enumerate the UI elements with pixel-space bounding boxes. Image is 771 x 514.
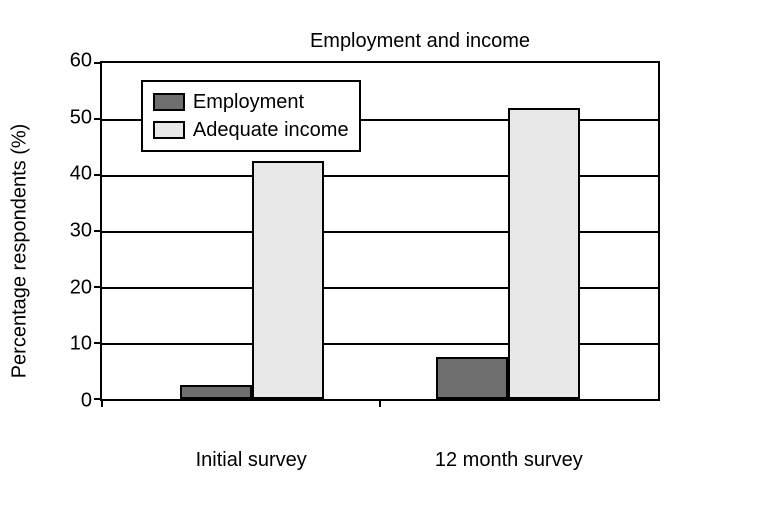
y-tick-label: 0 (81, 390, 92, 413)
x-tick-mark (379, 399, 381, 407)
y-tick-label: 60 (70, 50, 92, 73)
x-tick-mark (101, 399, 103, 407)
bar (252, 161, 324, 399)
bar (436, 357, 508, 399)
y-tick-mark (94, 62, 102, 64)
bar (508, 108, 580, 399)
legend-swatch (153, 121, 185, 139)
y-tick-label: 50 (70, 106, 92, 129)
legend-item: Adequate income (153, 116, 349, 144)
plot-area: EmploymentAdequate income (100, 61, 660, 401)
y-tick-mark (94, 174, 102, 176)
y-axis: 0102030405060 (50, 61, 100, 401)
y-tick-mark (94, 118, 102, 120)
y-tick-mark (94, 286, 102, 288)
y-axis-label: Percentage respondents (%) (9, 124, 32, 379)
legend: EmploymentAdequate income (141, 80, 361, 152)
legend-swatch (153, 93, 185, 111)
legend-label: Employment (193, 88, 304, 116)
y-tick-mark (94, 342, 102, 344)
y-tick-label: 10 (70, 333, 92, 356)
plot-wrapper: Percentage respondents (%) 0102030405060… (50, 61, 730, 441)
x-axis-labels: Initial survey 12 month survey (100, 441, 660, 471)
y-tick-label: 20 (70, 276, 92, 299)
chart-container: Employment and income Percentage respond… (50, 30, 730, 480)
bar (180, 385, 252, 399)
x-tick-label: Initial survey (196, 449, 307, 472)
y-tick-label: 30 (70, 220, 92, 243)
legend-item: Employment (153, 88, 349, 116)
chart-title: Employment and income (110, 30, 730, 53)
x-tick-label: 12 month survey (435, 449, 583, 472)
y-tick-label: 40 (70, 163, 92, 186)
legend-label: Adequate income (193, 116, 349, 144)
y-tick-mark (94, 230, 102, 232)
